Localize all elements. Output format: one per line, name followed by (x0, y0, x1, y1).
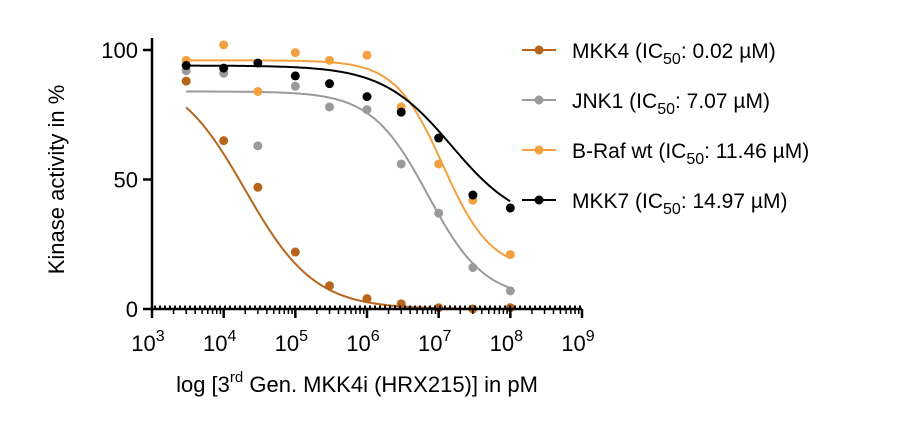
x-axis-title-part: log [3 (176, 372, 230, 397)
data-point-mkk4 (181, 76, 191, 86)
data-point-b-raf-wt (325, 55, 335, 65)
x-tick-base: 10 (490, 331, 514, 356)
x-axis-title-part: Gen. MKK4i (HRX215)] in pM (243, 372, 538, 397)
x-tick-label: 108 (490, 328, 523, 356)
fit-curve-b-raf-wt (186, 59, 511, 260)
x-tick-base: 10 (346, 331, 370, 356)
legend-label: JNK1 (IC50: 7.07 µM) (572, 90, 770, 118)
y-tick-label: 0 (126, 297, 138, 322)
data-point-mkk4 (219, 136, 229, 146)
legend-label-text: : 14.97 µM) (681, 190, 788, 213)
legend-marker (534, 45, 544, 55)
x-tick-label: 107 (418, 328, 451, 356)
data-point-mkk7 (468, 190, 478, 200)
y-axis-title: Kinase activity in % (44, 85, 69, 275)
x-tick-label: 106 (346, 328, 379, 356)
x-tick-label: 105 (275, 328, 308, 356)
legend-label: B-Raf wt (IC50: 11.46 µM) (572, 140, 809, 168)
data-point-jnk1 (290, 81, 300, 91)
data-point-mkk7 (253, 58, 263, 68)
legend-label-text: : 0.02 µM) (681, 40, 776, 63)
data-point-mkk4 (396, 299, 406, 309)
legend-label-subscript: 50 (663, 201, 681, 218)
data-point-b-raf-wt (219, 40, 229, 50)
legend-label-text: : 7.07 µM) (675, 90, 770, 113)
x-tick-exponent: 6 (371, 328, 380, 345)
data-point-mkk7 (505, 203, 515, 213)
data-point-jnk1 (505, 286, 515, 296)
legend-marker (534, 195, 544, 205)
legend-label-text: B-Raf wt (IC (572, 140, 686, 163)
data-point-jnk1 (325, 102, 335, 112)
data-point-mkk7 (396, 107, 406, 117)
data-point-mkk7 (290, 71, 300, 81)
legend: MKK4 (IC50: 0.02 µM)JNK1 (IC50: 7.07 µM)… (522, 40, 809, 218)
data-point-jnk1 (253, 141, 263, 151)
x-tick-label: 109 (561, 328, 594, 356)
legend-label-text: MKK4 (IC (572, 40, 663, 63)
data-point-mkk4 (253, 182, 263, 192)
x-tick-label: 103 (131, 328, 164, 356)
data-point-b-raf-wt (505, 250, 515, 260)
legend-marker (534, 95, 544, 105)
data-point-mkk4 (290, 247, 300, 257)
x-tick-exponent: 4 (227, 328, 236, 345)
legend-marker (534, 145, 544, 155)
data-point-jnk1 (434, 208, 444, 218)
data-point-b-raf-wt (434, 159, 444, 169)
x-tick-base: 10 (203, 331, 227, 356)
fit-curve-jnk1 (186, 90, 511, 289)
legend-label-subscript: 50 (686, 151, 704, 168)
data-point-b-raf-wt (253, 86, 263, 96)
data-point-mkk4 (362, 294, 372, 304)
plot-area (181, 40, 515, 314)
data-point-mkk7 (219, 63, 229, 73)
data-point-mkk4 (325, 281, 335, 291)
data-point-b-raf-wt (362, 50, 372, 60)
x-tick-exponent: 8 (514, 328, 523, 345)
data-point-jnk1 (468, 263, 478, 273)
y-tick-label: 50 (114, 168, 138, 193)
legend-label: MKK7 (IC50: 14.97 µM) (572, 190, 787, 218)
legend-label: MKK4 (IC50: 0.02 µM) (572, 40, 776, 68)
data-point-jnk1 (362, 105, 372, 115)
data-point-mkk7 (181, 61, 191, 71)
x-tick-exponent: 7 (442, 328, 451, 345)
y-tick-label: 100 (101, 38, 138, 63)
x-tick-base: 10 (275, 331, 299, 356)
legend-label-text: JNK1 (IC (572, 90, 657, 113)
x-tick-exponent: 5 (299, 328, 308, 345)
x-tick-exponent: 9 (586, 328, 595, 345)
x-tick-base: 10 (418, 331, 442, 356)
x-tick-base: 10 (561, 331, 585, 356)
legend-label-text: : 11.46 µM) (704, 140, 809, 163)
fit-curve-mkk4 (185, 106, 511, 310)
data-point-b-raf-wt (290, 48, 300, 58)
x-tick-base: 10 (131, 331, 155, 356)
data-point-mkk7 (434, 133, 444, 143)
fit-curve-mkk7 (186, 64, 511, 203)
x-axis-title: log [3rd Gen. MKK4i (HRX215)] in pM (176, 369, 538, 397)
data-point-jnk1 (396, 159, 406, 169)
legend-label-text: MKK7 (IC (572, 190, 663, 213)
x-tick-label: 104 (203, 328, 236, 356)
x-tick-exponent: 3 (156, 328, 165, 345)
legend-label-subscript: 50 (657, 101, 675, 118)
legend-label-subscript: 50 (663, 51, 681, 68)
data-point-mkk7 (362, 92, 372, 102)
x-axis-title-superscript: rd (230, 369, 243, 386)
data-point-mkk7 (325, 79, 335, 89)
